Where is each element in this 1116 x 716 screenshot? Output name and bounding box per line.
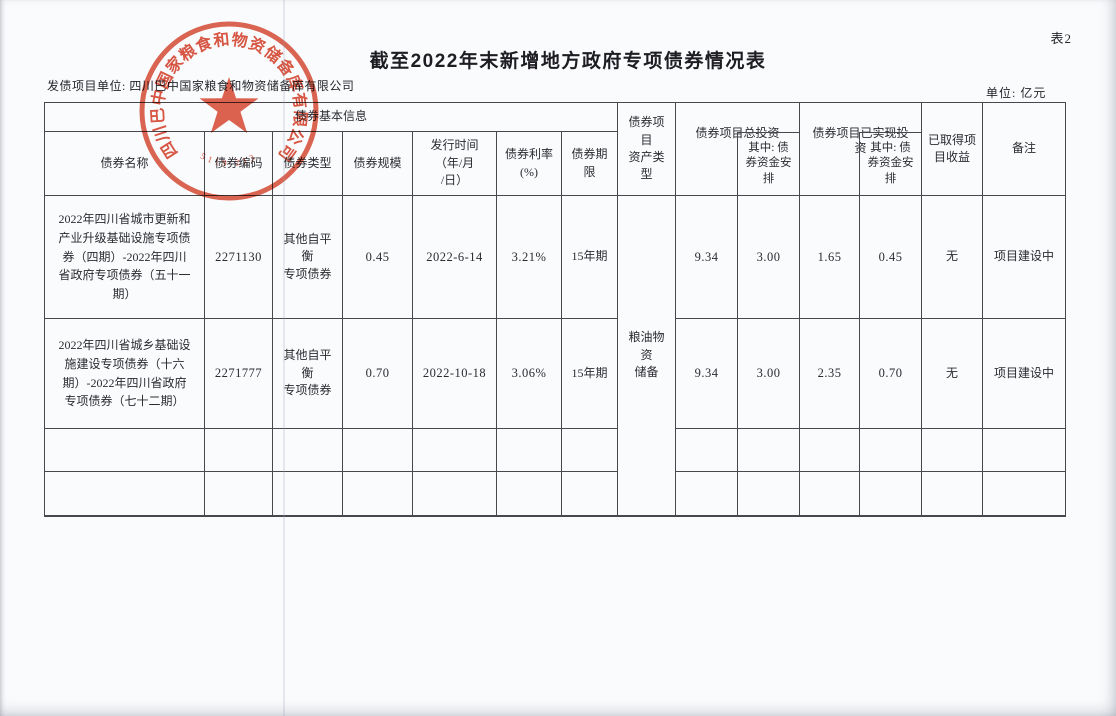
issuer-line: 发债项目单位: 四川巴中国家粮食和物资储备库有限公司 xyxy=(47,79,355,93)
cell-bond-type: 其他自平衡 专项债券 xyxy=(273,196,343,319)
cell-total-bond-fund: 3.00 xyxy=(738,319,800,429)
cell-bond-type: 其他自平衡 专项债券 xyxy=(273,319,343,429)
cell-issue-date: 2022-6-14 xyxy=(413,196,497,319)
unit-note: 单位: 亿元 xyxy=(986,86,1047,100)
cell-realized-investment: 2.35 xyxy=(800,319,860,429)
page-title: 截至2022年末新增地方政府专项债券情况表 xyxy=(369,51,767,72)
empty-cell xyxy=(860,472,922,517)
cell-realized-bond-fund: 0.45 xyxy=(860,196,922,319)
table-number-tag: 表2 xyxy=(1050,31,1072,46)
cell-remark: 项目建设中 xyxy=(983,196,1066,319)
header-remarks: 备注 xyxy=(983,103,1066,196)
cell-realized-bond-fund: 0.70 xyxy=(860,319,922,429)
cell-bond-rate: 3.21% xyxy=(497,196,562,319)
header-realized-investment-label: 债券项目已实现投 资 xyxy=(812,126,909,156)
header-bond-term: 债券期限 xyxy=(562,132,618,196)
cell-issue-date: 2022-10-18 xyxy=(413,319,497,429)
empty-cell xyxy=(273,472,343,517)
empty-cell xyxy=(497,429,562,472)
header-realized-bond-fund: 其中: 债 券资金安 排 xyxy=(859,132,921,195)
cell-bond-name: 2022年四川省城市更新和 产业升级基础设施专项债 券（四期）-2022年四川 … xyxy=(45,196,205,319)
cell-total-investment: 9.34 xyxy=(676,196,738,319)
cell-bond-code: 2271130 xyxy=(205,196,273,319)
empty-cell xyxy=(800,429,860,472)
bond-table: 债券基本信息 债券项目 资产类型 债券项目总投资 其中: 债 券资金安 排 债券… xyxy=(44,102,1066,517)
empty-cell xyxy=(45,472,205,517)
empty-cell xyxy=(738,429,800,472)
empty-cell xyxy=(922,472,983,517)
cell-income: 无 xyxy=(922,196,983,319)
empty-cell xyxy=(343,472,413,517)
empty-cell xyxy=(562,472,618,517)
empty-cell xyxy=(676,429,738,472)
header-bond-rate: 债券利率 (%) xyxy=(497,132,562,196)
empty-cell xyxy=(562,429,618,472)
empty-cell xyxy=(738,472,800,517)
header-total-bond-fund: 其中: 债 券资金安 排 xyxy=(737,132,799,195)
empty-cell xyxy=(343,429,413,472)
cell-asset-type-value: 粮油物资 储备 xyxy=(618,196,676,517)
empty-cell xyxy=(983,472,1066,517)
empty-cell xyxy=(800,472,860,517)
header-asset-type: 债券项目 资产类型 xyxy=(618,103,676,196)
cell-bond-term: 15年期 xyxy=(562,196,618,319)
header-group-total-investment: 债券项目总投资 其中: 债 券资金安 排 xyxy=(676,103,800,196)
cell-bond-code: 2271777 xyxy=(205,319,273,429)
header-bond-code: 债券编码 xyxy=(205,132,273,196)
empty-cell xyxy=(45,429,205,472)
cell-realized-investment: 1.65 xyxy=(800,196,860,319)
empty-cell xyxy=(922,429,983,472)
empty-cell xyxy=(497,472,562,517)
empty-cell xyxy=(273,429,343,472)
empty-cell xyxy=(205,429,273,472)
header-group-realized-investment: 债券项目已实现投 资 其中: 债 券资金安 排 xyxy=(800,103,922,196)
cell-remark: 项目建设中 xyxy=(983,319,1066,429)
header-basic-info: 债券基本信息 xyxy=(45,103,618,132)
cell-total-bond-fund: 3.00 xyxy=(738,196,800,319)
cell-bond-term: 15年期 xyxy=(562,319,618,429)
header-issue-date: 发行时间 （年/月 /日） xyxy=(413,132,497,196)
cell-income: 无 xyxy=(922,319,983,429)
header-bond-scale: 债券规模 xyxy=(343,132,413,196)
header-income: 已取得项 目收益 xyxy=(922,103,983,196)
empty-cell xyxy=(676,472,738,517)
empty-cell xyxy=(413,472,497,517)
empty-cell xyxy=(860,429,922,472)
empty-cell xyxy=(205,472,273,517)
header-bond-name: 债券名称 xyxy=(45,132,205,196)
header-bond-type: 债券类型 xyxy=(273,132,343,196)
cell-bond-name: 2022年四川省城乡基础设 施建设专项债券（十六 期）-2022年四川省政府 专… xyxy=(45,319,205,429)
cell-bond-scale: 0.70 xyxy=(343,319,413,429)
cell-total-investment: 9.34 xyxy=(676,319,738,429)
cell-bond-scale: 0.45 xyxy=(343,196,413,319)
empty-cell xyxy=(413,429,497,472)
cell-bond-rate: 3.06% xyxy=(497,319,562,429)
empty-cell xyxy=(983,429,1066,472)
